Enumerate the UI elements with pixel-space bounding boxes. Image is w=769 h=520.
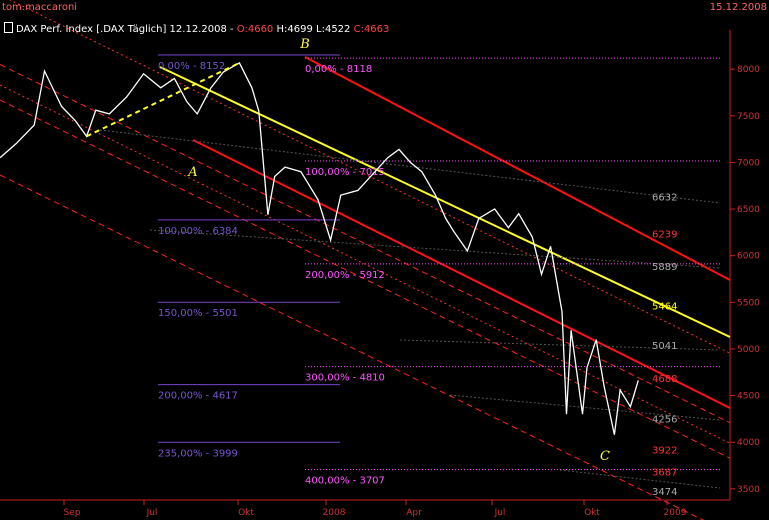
x-tick-label: 2009 [664, 508, 687, 518]
channel-dashed-top [0, 64, 731, 424]
close-value: C:4663 [353, 24, 390, 35]
fib-left-label: 235,00% - 3999 [158, 448, 238, 459]
y-tick-label: 6500 [737, 205, 760, 215]
fib-right-label: 300,00% - 4810 [305, 373, 385, 384]
fib-right-label: 0,00% - 8118 [305, 64, 372, 75]
fib-right-label: 200,00% - 5912 [305, 270, 385, 281]
fib-left-label: 150,00% - 5501 [158, 308, 238, 319]
x-tick-label: Apr [406, 508, 422, 518]
y-tick-label: 5500 [737, 298, 760, 308]
x-tick-label: Okt [584, 508, 600, 518]
right-level-label: 5041 [652, 341, 677, 352]
x-tick-label: Jul [494, 508, 506, 518]
high-value: H:4699 [276, 24, 313, 35]
author-label: tom.maccaroni [2, 2, 78, 13]
grey-projection-line [149, 229, 721, 269]
right-level-label: 3922 [652, 445, 677, 456]
x-tick-label: Jul [146, 508, 158, 518]
price-line [0, 61, 639, 435]
fib-left-label: 100,00% - 6384 [158, 226, 238, 237]
y-tick-label: 4500 [737, 392, 760, 402]
x-tick-label: Okt [238, 508, 254, 518]
open-value: O:4660 [236, 24, 274, 35]
candle-icon [4, 22, 13, 33]
date-label: 15.12.2008 [709, 2, 767, 13]
channel-lower-line [192, 139, 731, 409]
fib-left-label: 200,00% - 4617 [158, 391, 238, 402]
low-value: L:4522 [316, 24, 351, 35]
grey-projection-line [559, 469, 721, 489]
grey-projection-line [449, 394, 721, 421]
right-level-label: 6239 [652, 229, 677, 240]
y-tick-label: 6000 [737, 252, 760, 262]
right-level-label: 3474 [652, 487, 677, 498]
fib-right-label: 400,00% - 3707 [305, 476, 385, 487]
y-tick-label: 5000 [737, 345, 760, 355]
wave-label-c: C [600, 449, 610, 464]
y-tick-label: 7500 [737, 112, 760, 122]
y-tick-label: 4000 [737, 438, 760, 448]
y-tick-label: 7000 [737, 158, 760, 168]
grey-projection-line [399, 339, 721, 351]
right-level-label: 5889 [652, 262, 677, 273]
x-tick-label: Sep [64, 508, 81, 518]
channel-dotted-upper [9, 0, 731, 354]
wave-ab-dashed-line [86, 62, 240, 138]
y-tick-label: 8000 [737, 65, 760, 75]
y-tick-label: 3500 [737, 485, 760, 495]
wave-label-b: B [299, 37, 310, 52]
right-level-label: 5464 [652, 302, 677, 313]
right-level-label: 4256 [652, 414, 677, 425]
channel-dashed-lower [0, 99, 731, 459]
right-level-label: 4688 [652, 374, 677, 385]
channel-upper-line [304, 56, 731, 281]
channel-dashed-bottom [0, 174, 705, 520]
grey-projection-line [99, 129, 721, 204]
x-tick-label: 2008 [323, 508, 346, 518]
chart-title-bar: DAX Perf. Index [.DAX Täglich] 12.12.200… [4, 22, 389, 35]
right-level-label: 3687 [652, 467, 677, 478]
channel-center-line [159, 66, 731, 338]
fib-right-label: 100,00% - 7015 [305, 167, 385, 178]
wave-label-a: A [187, 165, 197, 180]
chart-title: DAX Perf. Index [.DAX Täglich] 12.12.200… [16, 24, 237, 35]
fib-left-label: 0,00% - 8152 [158, 61, 225, 72]
right-level-label: 6632 [652, 193, 677, 204]
